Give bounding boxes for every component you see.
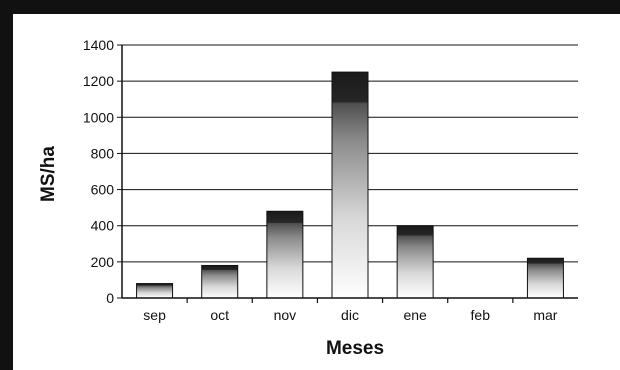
x-tick-label: oct (210, 307, 229, 323)
y-tick-label: 0 (106, 290, 114, 306)
y-tick-label: 1000 (83, 109, 114, 125)
bar-sep (136, 283, 174, 299)
y-axis-title: MS/ha (38, 146, 59, 202)
x-tick-label: mar (533, 307, 557, 323)
x-tick-label: nov (274, 307, 297, 323)
bar-nov (266, 210, 304, 299)
bar-ene (396, 225, 434, 299)
bar-dic (331, 71, 369, 299)
x-axis-title: Meses (326, 338, 384, 359)
x-tick-label: feb (471, 307, 491, 323)
x-axis-ticks: sep oct nov dic ene feb mar (143, 298, 558, 323)
left-border (0, 0, 13, 370)
bar-mar (526, 257, 564, 299)
y-tick-label: 1200 (83, 73, 114, 89)
bar-oct (201, 264, 239, 299)
bars (136, 71, 564, 299)
y-tick-label: 1400 (83, 37, 114, 53)
top-border (0, 0, 620, 14)
y-tick-label: 600 (91, 182, 115, 198)
y-axis-ticks: 0 200 400 600 800 1000 1200 1400 (83, 37, 122, 306)
x-tick-label: ene (403, 307, 427, 323)
x-tick-label: dic (341, 307, 359, 323)
x-tick-label: sep (143, 307, 166, 323)
y-tick-label: 200 (91, 254, 115, 270)
y-tick-label: 400 (91, 218, 115, 234)
y-tick-label: 800 (91, 145, 115, 161)
